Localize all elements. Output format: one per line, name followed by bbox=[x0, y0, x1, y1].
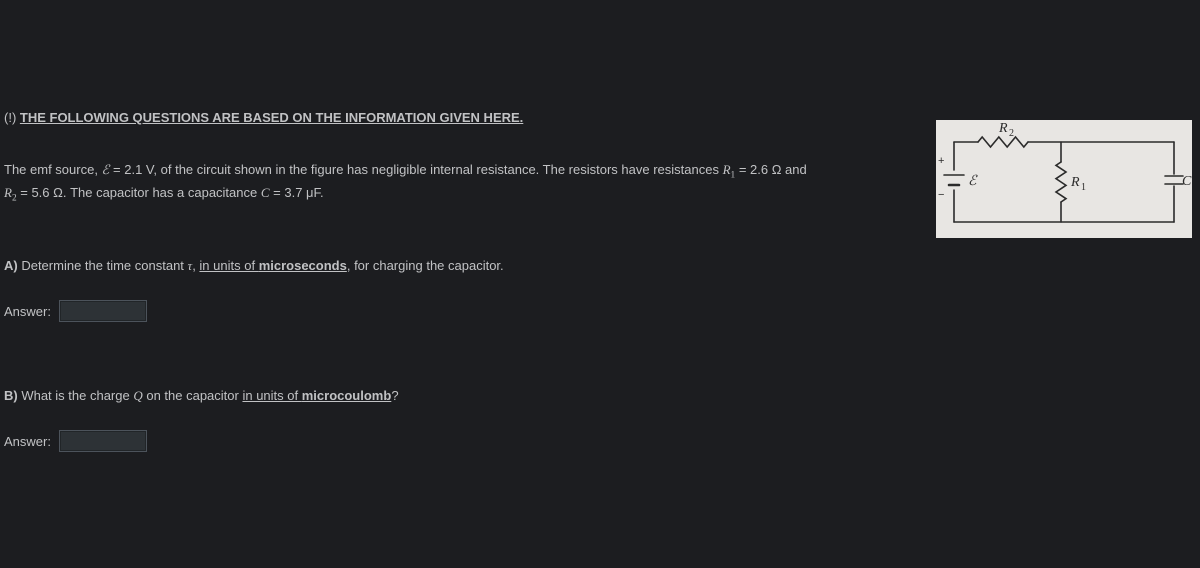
svg-text:R: R bbox=[1070, 175, 1080, 190]
part-a-uline: in units of bbox=[199, 258, 258, 273]
svg-text:+: + bbox=[938, 155, 944, 167]
svg-text:2: 2 bbox=[1009, 128, 1014, 139]
part-b-label: B) bbox=[4, 388, 18, 403]
part-a-answer-label: Answer: bbox=[4, 304, 51, 319]
part-a-post: , for charging the capacitor. bbox=[347, 258, 504, 273]
part-b-uline: in units of bbox=[242, 388, 301, 403]
q-symbol: Q bbox=[133, 388, 142, 403]
svg-text:1: 1 bbox=[1081, 182, 1086, 193]
r2-symbol: R bbox=[4, 185, 12, 200]
cap-pre: . The capacitor has a capacitance bbox=[63, 185, 261, 200]
desc-mid1: , of the circuit shown in the figure has… bbox=[153, 162, 722, 177]
part-b-question: B) What is the charge Q on the capacitor… bbox=[4, 388, 399, 404]
r1-value: = 2.6 Ω bbox=[735, 162, 781, 177]
svg-text:ℰ: ℰ bbox=[968, 174, 978, 189]
c-symbol: C bbox=[261, 185, 270, 200]
desc-pre1: The emf source, bbox=[4, 162, 102, 177]
part-b-unit: microcoulomb bbox=[302, 388, 392, 403]
part-a-answer-input[interactable] bbox=[59, 300, 147, 322]
part-a-unit: microseconds bbox=[259, 258, 347, 273]
c-value: = 3.7 μF bbox=[270, 185, 321, 200]
emf-value: = 2.1 V bbox=[109, 162, 153, 177]
r1-symbol: R bbox=[723, 162, 731, 177]
part-a-question: A) Determine the time constant τ, in uni… bbox=[4, 258, 504, 274]
svg-text:−: − bbox=[938, 189, 944, 201]
part-b-mid: on the capacitor bbox=[143, 388, 243, 403]
part-b-pre: What is the charge bbox=[18, 388, 134, 403]
svg-text:R: R bbox=[998, 121, 1008, 136]
part-b-answer-row: Answer: bbox=[4, 430, 399, 452]
section-header: (!) THE FOLLOWING QUESTIONS ARE BASED ON… bbox=[4, 110, 523, 125]
part-b-answer-input[interactable] bbox=[59, 430, 147, 452]
part-a-pre: Determine the time constant bbox=[18, 258, 188, 273]
desc-end: . bbox=[320, 185, 324, 200]
part-b-post: ? bbox=[391, 388, 398, 403]
header-text: THE FOLLOWING QUESTIONS ARE BASED ON THE… bbox=[20, 110, 523, 125]
part-a-label: A) bbox=[4, 258, 18, 273]
desc-post1: and bbox=[781, 162, 806, 177]
part-a: A) Determine the time constant τ, in uni… bbox=[4, 258, 504, 322]
desc-line2: R2 = 5.6 Ω. The capacitor has a capacita… bbox=[4, 183, 807, 206]
circuit-diagram: R2R1ℰC+− bbox=[936, 120, 1192, 238]
header-prefix: (!) bbox=[4, 110, 20, 125]
part-a-answer-row: Answer: bbox=[4, 300, 504, 322]
desc-line1: The emf source, ℰ = 2.1 V, of the circui… bbox=[4, 160, 807, 183]
part-b: B) What is the charge Q on the capacitor… bbox=[4, 388, 399, 452]
r2-value: = 5.6 Ω bbox=[17, 185, 63, 200]
problem-description: The emf source, ℰ = 2.1 V, of the circui… bbox=[4, 160, 807, 205]
part-b-answer-label: Answer: bbox=[4, 434, 51, 449]
svg-text:C: C bbox=[1182, 174, 1192, 189]
page-root: (!) THE FOLLOWING QUESTIONS ARE BASED ON… bbox=[0, 0, 1200, 568]
circuit-svg: R2R1ℰC+− bbox=[936, 120, 1192, 238]
